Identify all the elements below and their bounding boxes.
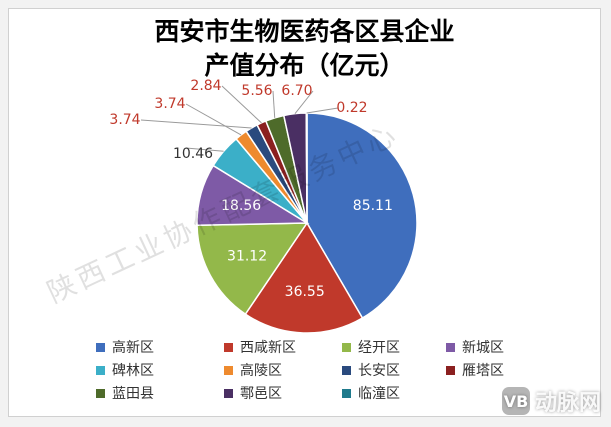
slice-label-10: 6.70 [281,83,312,99]
legend-item-7: 长安区 [342,360,400,380]
leader-line-7 [140,119,252,129]
pie-slice-3 [196,222,309,316]
slice-label-4: 18.56 [221,198,261,214]
pie-slice-2 [244,221,364,334]
legend-label-4: 新城区 [462,340,504,356]
legend-swatch-8 [446,365,455,375]
legend-label-6: 高陵区 [240,363,282,379]
legend-swatch-7 [342,365,351,375]
legend-label-11: 临潼区 [358,386,400,402]
legend-label-10: 鄠邑区 [240,386,282,402]
legend-swatch-6 [224,365,233,375]
legend-item-10: 鄠邑区 [224,383,282,403]
legend-label-3: 经开区 [358,340,400,356]
legend-swatch-4 [446,342,455,352]
logo-text: 动脉网 [534,391,601,416]
legend-item-11: 临潼区 [342,383,400,403]
slice-label-1: 85.11 [353,198,393,214]
slice-label-8: 2.84 [190,78,221,94]
legend-swatch-5 [96,365,105,375]
leader-line-6 [185,103,242,136]
legend-item-8: 雁塔区 [446,360,504,380]
legend-item-1: 高新区 [96,337,154,357]
leader-line-5 [185,147,224,152]
legend-label-1: 高新区 [112,340,154,356]
legend-label-8: 雁塔区 [462,363,504,379]
logo-mark-icon: VB [501,387,530,415]
slice-label-3: 31.12 [227,249,267,265]
slice-label-5: 10.46 [173,146,213,162]
legend-swatch-11 [342,388,351,398]
chart-title-line-1: 西安市生物医药各区县企业 [154,17,455,46]
slice-label-6: 3.74 [154,96,185,112]
legend-label-9: 蓝田县 [112,386,154,402]
legend-swatch-2 [224,342,233,352]
legend-label-7: 长安区 [358,363,400,379]
legend-item-4: 新城区 [446,337,504,357]
chart-title-line-2: 产值分布（亿元） [204,51,405,80]
slice-label-7: 3.74 [109,112,140,128]
leader-line-10 [294,90,314,114]
legend-label-5: 碑林区 [112,363,154,379]
legend-swatch-10 [224,388,233,398]
slice-label-11: 0.22 [336,100,367,116]
pie-slice-1 [306,112,418,320]
legend-label-2: 西咸新区 [240,340,296,356]
leader-line-8 [221,85,262,124]
legend-swatch-9 [96,388,105,398]
slice-label-2: 36.55 [285,284,325,300]
legend-item-2: 西咸新区 [224,337,296,357]
legend-swatch-3 [342,342,351,352]
brand-logo: VB 动脉网 [501,385,601,417]
legend-item-6: 高陵区 [224,360,282,380]
legend-item-3: 经开区 [342,337,400,357]
chart-title: 西安市生物医药各区县企业 产值分布（亿元） [9,15,600,83]
legend-item-9: 蓝田县 [96,383,154,403]
legend-item-5: 碑林区 [96,360,154,380]
leader-line-11 [306,107,339,114]
slice-label-9: 5.56 [241,83,272,99]
leader-line-9 [272,90,276,118]
legend-swatch-1 [96,342,105,352]
